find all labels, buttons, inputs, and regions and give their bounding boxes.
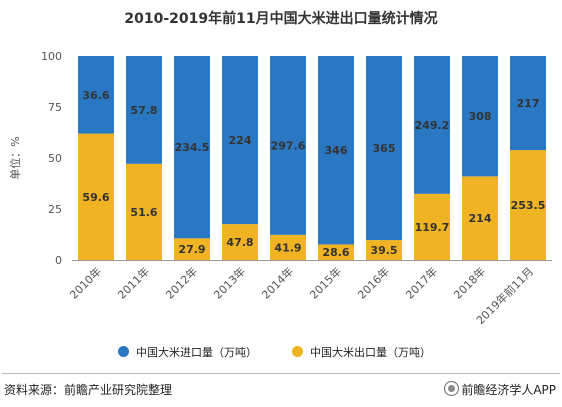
x-tick-label: 2010年: [67, 264, 104, 301]
data-labels-layer: 59.6 36.6 51.6 57.8 27.9 234.5 47.8 224 41.9 297.…: [82, 89, 545, 259]
bar-export: [366, 240, 402, 260]
bar-export: [126, 163, 162, 260]
bar-import: [78, 56, 114, 134]
data-label-export: 41.9: [274, 241, 301, 254]
data-label-export: 214: [469, 212, 492, 225]
brand-name: 前瞻经济学人APP: [461, 383, 556, 397]
x-tick-label: 2015年: [307, 264, 344, 301]
data-label-export: 253.5: [511, 199, 546, 212]
data-label-import: 297.6: [271, 139, 306, 152]
bar-import: [270, 56, 306, 235]
y-tick-label: 75: [48, 101, 62, 114]
bar-export: [270, 234, 306, 260]
source-note: 资料来源：前瞻产业研究院整理: [4, 383, 173, 397]
brand-attribution: 前瞻经济学人APP: [444, 381, 556, 398]
bar-import: [126, 56, 162, 164]
x-tick-label: 2012年: [163, 264, 200, 301]
legend-item-export: 中国大米出口量（万吨）: [292, 344, 431, 360]
x-tick-label: 2018年: [451, 264, 488, 301]
x-tick-label: 2013年: [211, 264, 248, 301]
legend-item-import: 中国大米进口量（万吨）: [118, 344, 257, 360]
data-label-import: 346: [325, 144, 348, 157]
bar-import: [222, 56, 258, 225]
bar-import: [510, 56, 546, 151]
bars-layer: [78, 56, 546, 260]
y-tick-label: 50: [48, 152, 62, 165]
data-label-export: 119.7: [415, 221, 450, 234]
data-label-import: 36.6: [82, 89, 109, 102]
legend-label-import: 中国大米进口量（万吨）: [136, 346, 257, 359]
legend-dot-export: [292, 346, 303, 357]
bar-export: [510, 150, 546, 260]
y-axis-title: 单位：%: [8, 136, 22, 179]
x-tick-label: 2017年: [403, 264, 440, 301]
footer-divider: [2, 373, 560, 374]
bar-export: [414, 193, 450, 260]
data-label-import: 57.8: [130, 104, 157, 117]
data-label-export: 51.6: [130, 206, 157, 219]
bar-import: [366, 56, 402, 241]
bar-export: [174, 238, 210, 260]
bar-import: [462, 56, 498, 177]
data-label-import: 308: [469, 110, 492, 123]
bar-export: [78, 133, 114, 260]
bar-import: [318, 56, 354, 245]
x-tick-label: 2016年: [355, 264, 392, 301]
data-label-export: 27.9: [178, 243, 205, 256]
data-label-import: 217: [517, 97, 540, 110]
data-label-import: 234.5: [175, 141, 210, 154]
legend-dot-import: [118, 346, 129, 357]
data-label-import: 249.2: [415, 119, 450, 132]
bar-export: [462, 176, 498, 260]
bar-export: [222, 224, 258, 260]
data-label-import: 365: [373, 142, 396, 155]
data-label-export: 47.8: [226, 236, 253, 249]
y-tick-label: 0: [55, 254, 62, 267]
y-tick-label: 100: [41, 50, 62, 63]
data-label-export: 39.5: [370, 244, 397, 257]
bar-export: [318, 244, 354, 260]
circle-logo-icon: [444, 381, 460, 396]
x-tick-label: 2014年: [259, 264, 296, 301]
y-tick-label: 25: [48, 203, 62, 216]
bar-import: [174, 56, 210, 239]
chart-title: 2010-2019年前11月中国大米进出口量统计情况: [124, 11, 438, 27]
bar-import: [414, 56, 450, 194]
data-label-import: 224: [229, 134, 252, 147]
data-label-export: 28.6: [322, 246, 349, 259]
legend-label-export: 中国大米出口量（万吨）: [310, 346, 431, 359]
data-label-export: 59.6: [82, 191, 109, 204]
x-tick-label: 2011年: [115, 264, 152, 301]
